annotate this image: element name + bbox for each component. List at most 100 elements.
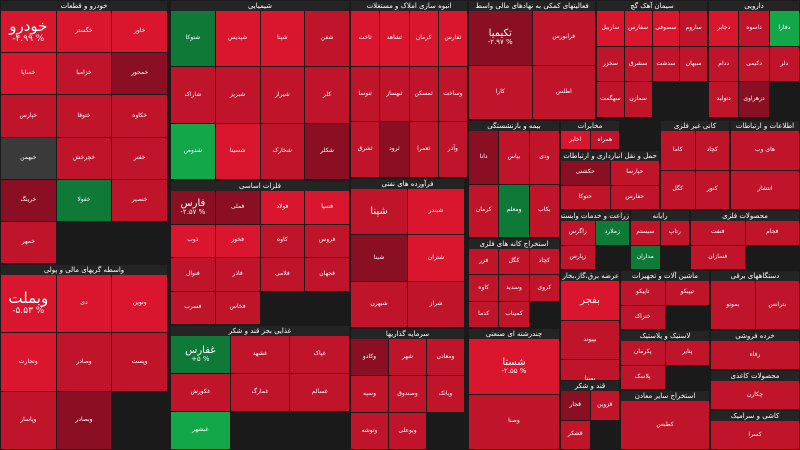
stock-tile[interactable]: شپنا: [260, 11, 305, 67]
stock-tile[interactable]: ثعمرا: [409, 122, 438, 177]
stock-tile[interactable]: رفاه: [711, 341, 799, 369]
stock-tile[interactable]: وآذر: [438, 122, 467, 177]
stock-tile[interactable]: سمازن: [624, 82, 652, 117]
stock-tile[interactable]: شینا-۲.۸۸ %: [351, 235, 407, 281]
stock-tile[interactable]: پلاسک: [621, 365, 665, 389]
stock-tile[interactable]: حفارس: [610, 185, 659, 209]
stock-tile[interactable]: وصندوق: [389, 376, 426, 412]
stock-tile[interactable]: شیراز: [260, 67, 305, 123]
stock-tile[interactable]: دفارا: [769, 11, 799, 46]
stock-tile[interactable]: شبریز: [215, 67, 260, 123]
stock-tile[interactable]: شکلر: [305, 123, 349, 179]
stock-tile[interactable]: وبوعلی: [389, 413, 426, 449]
stock-tile[interactable]: غمارگ: [230, 374, 290, 411]
stock-tile[interactable]: شبهرن: [351, 281, 407, 327]
stock-tile[interactable]: ختوقا: [56, 95, 112, 137]
stock-tile[interactable]: خکاوه: [112, 95, 167, 137]
stock-tile[interactable]: همراه: [590, 131, 619, 149]
stock-tile[interactable]: ثشاهد: [380, 11, 409, 66]
stock-tile[interactable]: بفجر: [561, 281, 619, 320]
stock-tile[interactable]: حکشتی: [561, 161, 610, 185]
stock-tile[interactable]: فاذر: [215, 258, 260, 291]
stock-tile[interactable]: داسوه: [739, 11, 769, 46]
stock-tile[interactable]: وکادو: [351, 339, 388, 375]
stock-tile[interactable]: ثاخت: [351, 11, 380, 66]
stock-tile[interactable]: کروی: [529, 275, 559, 301]
stock-tile[interactable]: فنوال: [171, 258, 215, 291]
stock-tile[interactable]: خرینگ: [1, 179, 56, 221]
stock-tile[interactable]: دی-۴.۹۸ %: [56, 275, 112, 333]
stock-tile[interactable]: فولاد-۳.۴۶ %: [260, 191, 305, 224]
stock-tile[interactable]: مداران: [631, 245, 660, 269]
stock-tile[interactable]: وسدید: [499, 275, 529, 301]
stock-tile[interactable]: کنور: [695, 170, 729, 209]
stock-tile[interactable]: ثفارس: [438, 11, 467, 66]
stock-tile[interactable]: شاراک: [171, 67, 215, 123]
stock-tile[interactable]: کچاد: [695, 131, 729, 170]
stock-tile[interactable]: وسپه: [351, 376, 388, 412]
stock-tile[interactable]: شراز: [408, 281, 464, 327]
stock-tile[interactable]: غکورش: [171, 374, 230, 411]
stock-tile[interactable]: خبهمن: [1, 137, 56, 179]
stock-tile[interactable]: وصادر: [56, 333, 112, 391]
stock-tile[interactable]: سصوفی: [652, 11, 680, 46]
stock-tile[interactable]: وبانک: [427, 376, 464, 412]
stock-tile[interactable]: خزامیا: [56, 53, 112, 95]
stock-tile[interactable]: ونوین-۵ %: [112, 275, 167, 333]
stock-tile[interactable]: های وب: [731, 131, 799, 170]
stock-tile[interactable]: وساخت: [438, 66, 467, 122]
stock-tile[interactable]: ددام: [709, 46, 739, 82]
stock-tile[interactable]: چکارن: [711, 381, 799, 409]
stock-tile[interactable]: فخوز: [215, 224, 260, 257]
stock-tile[interactable]: انتشار: [731, 170, 799, 209]
stock-tile[interactable]: خنصیر: [112, 179, 167, 221]
stock-tile[interactable]: کلر: [305, 67, 349, 123]
stock-tile[interactable]: شفن: [305, 11, 349, 67]
stock-tile[interactable]: شدوص: [171, 123, 215, 179]
stock-tile[interactable]: دزهراوی: [739, 82, 769, 117]
stock-tile[interactable]: کرمان: [409, 11, 438, 66]
stock-tile[interactable]: زپارس: [561, 245, 595, 269]
stock-tile[interactable]: سخزر: [597, 46, 624, 82]
stock-tile[interactable]: قجار: [561, 391, 590, 420]
stock-tile[interactable]: شپدیس: [215, 11, 260, 67]
stock-tile[interactable]: شهر: [389, 339, 426, 375]
stock-tile[interactable]: ثنوسا: [351, 66, 380, 122]
stock-tile[interactable]: خساپا-۴.۹۹ %: [1, 53, 56, 95]
stock-tile[interactable]: سهگمت: [597, 82, 624, 117]
stock-tile[interactable]: زاگرس: [561, 221, 595, 245]
stock-tile[interactable]: تاپیکو: [621, 281, 665, 305]
stock-tile[interactable]: خاور-۴.۹۹ %: [112, 11, 167, 53]
stock-tile[interactable]: قزوین: [590, 391, 619, 420]
stock-tile[interactable]: وپاسار: [1, 391, 56, 449]
stock-tile[interactable]: وتوشه: [351, 413, 388, 449]
stock-tile[interactable]: وپست: [112, 333, 167, 391]
stock-tile[interactable]: قشکر: [561, 420, 590, 449]
stock-tile[interactable]: شخارک: [260, 123, 305, 179]
stock-tile[interactable]: ثرود: [380, 122, 409, 177]
stock-tile[interactable]: کرمان: [469, 184, 499, 237]
stock-tile[interactable]: شپنا: [351, 189, 407, 235]
stock-tile[interactable]: بکاب: [529, 184, 559, 237]
stock-tile[interactable]: فنفت: [691, 221, 745, 245]
stock-tile[interactable]: غبشهر: [171, 412, 230, 449]
stock-tile[interactable]: کمیناب: [499, 301, 529, 327]
stock-tile[interactable]: فارس -۲.۵۷ %: [171, 191, 215, 224]
stock-tile[interactable]: کگل: [661, 170, 695, 209]
stock-tile[interactable]: غسالم: [290, 374, 349, 411]
stock-tile[interactable]: دانا: [469, 131, 499, 184]
stock-tile[interactable]: کدما: [469, 301, 499, 327]
stock-tile[interactable]: ومعادن: [427, 339, 464, 375]
stock-tile[interactable]: بپاس: [499, 131, 529, 184]
stock-tile[interactable]: وبصادر: [56, 391, 112, 449]
stock-tile[interactable]: خچرخش: [56, 137, 112, 179]
stock-tile[interactable]: دجابر: [709, 11, 739, 46]
stock-tile[interactable]: اخابر: [561, 131, 590, 149]
stock-tile[interactable]: فلامی: [260, 258, 305, 291]
stock-tile[interactable]: فملی-۱.۴۳ %: [215, 191, 260, 224]
stock-tile[interactable]: غفارس +۵ %: [171, 336, 230, 373]
stock-tile[interactable]: فرابورس: [532, 11, 595, 65]
stock-tile[interactable]: شبندر-۳.۳۲ %: [408, 189, 464, 235]
stock-tile[interactable]: شتوکا-۶.۹۹ %: [171, 11, 215, 67]
stock-tile[interactable]: ثبهساز: [380, 66, 409, 122]
